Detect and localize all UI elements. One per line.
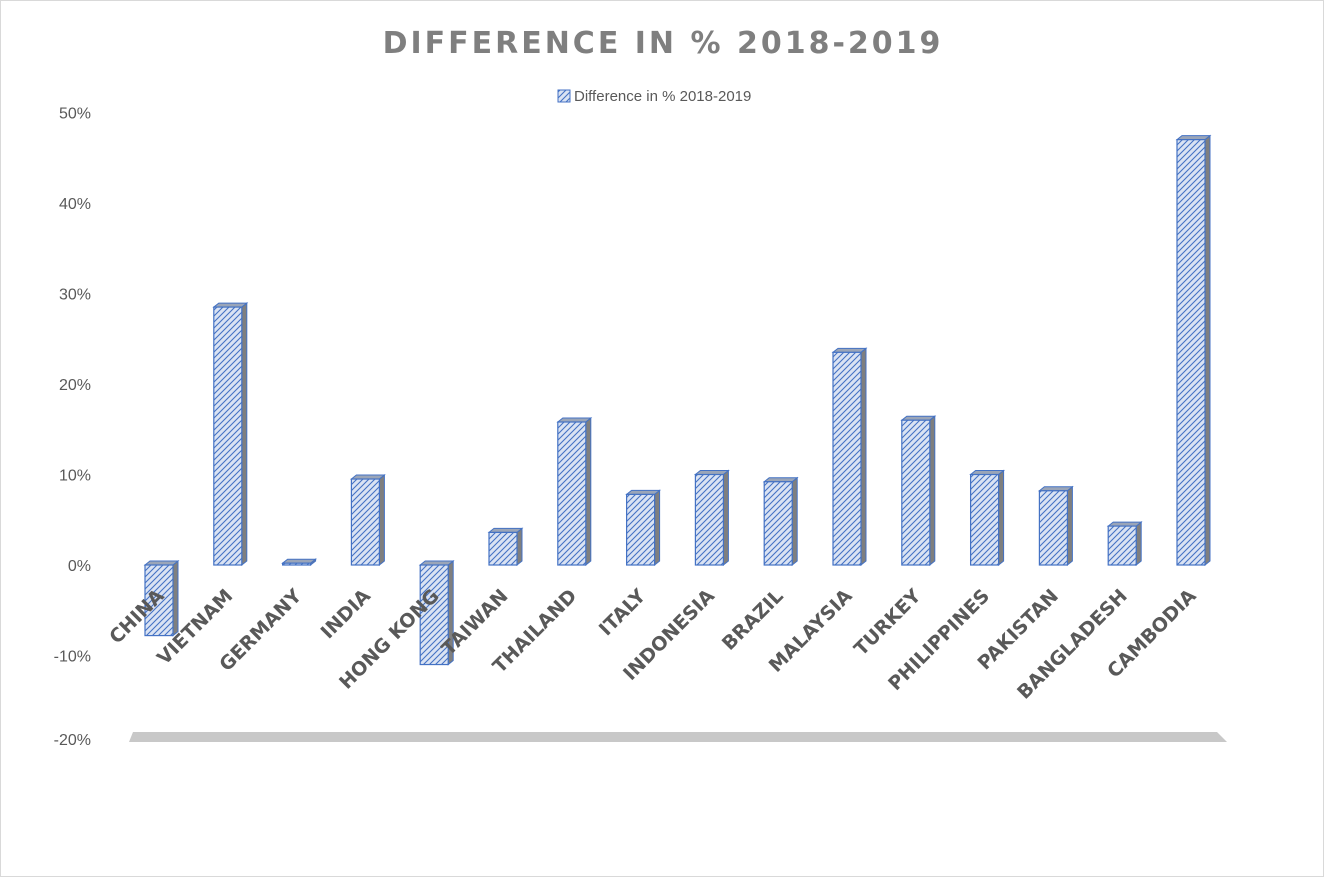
bar [349, 473, 386, 567]
bar-side [929, 415, 936, 567]
bar [281, 558, 318, 567]
bar [969, 469, 1006, 567]
bar-side [172, 559, 179, 637]
bar-front [144, 564, 174, 637]
bar-side [378, 473, 385, 567]
bar-front [832, 351, 862, 566]
bar-front [1176, 139, 1206, 566]
bar-top [693, 470, 730, 475]
bar-front [557, 421, 587, 566]
chart-title: DIFFERENCE IN % 2018-2019 [383, 26, 944, 61]
y-axis: -20% -10% 0% 10% 20% 30% 40% 50% [54, 106, 91, 750]
bar-side [791, 476, 798, 567]
bar-side [1204, 134, 1211, 567]
bar [762, 476, 799, 567]
bar-front [901, 419, 931, 566]
y-tick-label: 20% [59, 377, 91, 394]
bar-top [349, 474, 386, 480]
bar [625, 489, 662, 567]
bar-front [1107, 525, 1137, 566]
bar-top [625, 489, 662, 495]
bar-front [969, 473, 1000, 566]
bar-top [969, 470, 1006, 475]
bar-side [654, 489, 661, 567]
y-tick-label: 0% [68, 558, 91, 575]
bar [1175, 134, 1212, 567]
bar-side [516, 527, 523, 567]
y-tick-label: 10% [59, 468, 91, 485]
bar-front [625, 493, 656, 566]
bar-front [282, 562, 312, 566]
bars [143, 134, 1212, 666]
bar [831, 347, 868, 567]
bar-top [1175, 135, 1212, 141]
bar [556, 416, 593, 567]
bar [143, 559, 180, 637]
bar-top [281, 558, 318, 564]
bar-front [488, 531, 518, 566]
x-tick-label: ITALY [595, 585, 650, 640]
bar-front [763, 481, 793, 566]
bar-side [998, 469, 1005, 567]
bar-front [419, 564, 449, 666]
bar-side [1066, 485, 1073, 567]
y-tick-label: 40% [59, 196, 91, 213]
bar [1037, 485, 1074, 567]
bar-side [860, 347, 867, 567]
legend[interactable]: Difference in % 2018-2019 [557, 88, 751, 105]
bar-front [1038, 490, 1069, 566]
bar [1106, 521, 1143, 567]
bar [900, 415, 937, 567]
legend-swatch [557, 89, 571, 103]
y-tick-label: -20% [54, 732, 91, 749]
bar [487, 527, 524, 567]
bar-top [1037, 486, 1074, 492]
bar-top [762, 477, 799, 483]
bar-front [350, 478, 380, 566]
bar-side [1135, 521, 1142, 567]
bar-front [213, 306, 243, 566]
bar [693, 469, 730, 567]
y-tick-label: 30% [59, 287, 91, 304]
bar-side [241, 302, 248, 567]
chart-floor [129, 732, 1227, 742]
bar-side [722, 469, 729, 567]
y-tick-label: -10% [54, 649, 91, 666]
y-tick-label: 50% [59, 106, 91, 123]
bar-side [585, 416, 592, 567]
legend-label: Difference in % 2018-2019 [574, 88, 751, 105]
bar-front [694, 473, 725, 566]
bar [418, 559, 455, 666]
x-tick-label: INDIA [317, 585, 376, 644]
bar [212, 302, 249, 567]
x-tick-label: BRAZIL [718, 585, 788, 655]
